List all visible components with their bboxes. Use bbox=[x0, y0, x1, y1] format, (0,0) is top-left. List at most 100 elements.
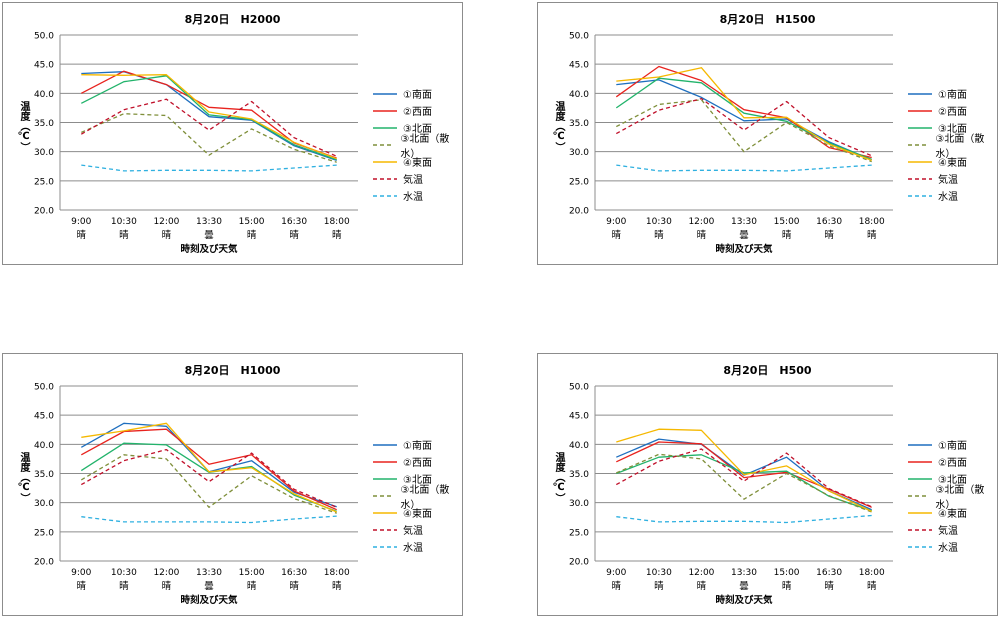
chart-panel-1: 8月20日 H1500 20.0 25.0 30.0 35.0 40.0 45.0 50.0 9… bbox=[537, 2, 998, 265]
y-tick-label: 45.0 bbox=[569, 412, 589, 422]
series-line-3 bbox=[81, 113, 337, 163]
x-tick-label: 10:30 bbox=[111, 568, 137, 578]
y-tick-label: 25.0 bbox=[34, 177, 54, 187]
y-tick-label: 40.0 bbox=[569, 90, 589, 100]
legend-label: ④東面 bbox=[938, 158, 967, 169]
chart-title: 8月20日 H2000 bbox=[184, 13, 281, 26]
y-tick-label: 35.0 bbox=[34, 119, 54, 129]
legend-item: 気温 bbox=[373, 521, 462, 538]
legend-item: ②西面 bbox=[373, 453, 462, 470]
series-line-4 bbox=[616, 67, 872, 162]
legend-item: ④東面 bbox=[373, 153, 462, 170]
x-tick-label: 12:00 bbox=[688, 217, 714, 227]
legend-swatch bbox=[373, 528, 397, 531]
legend-label: 気温 bbox=[403, 526, 423, 537]
legend-label: 気温 bbox=[938, 526, 958, 537]
y-tick-label: 30.0 bbox=[569, 148, 589, 158]
y-tick-label: 20.0 bbox=[569, 207, 589, 217]
weather-label: 晴 bbox=[332, 229, 342, 241]
chart-title: 8月20日 H1500 bbox=[719, 13, 816, 26]
y-tick-label: 45.0 bbox=[569, 61, 589, 71]
legend-label: ④東面 bbox=[403, 509, 432, 520]
y-tick-label: 25.0 bbox=[569, 177, 589, 187]
x-tick-label: 18:00 bbox=[859, 568, 885, 578]
x-tick-label: 12:00 bbox=[153, 568, 179, 578]
legend-item: 水温 bbox=[908, 538, 997, 555]
legend-swatch bbox=[908, 109, 932, 112]
series-line-0 bbox=[616, 79, 872, 161]
legend-swatch bbox=[908, 92, 932, 95]
legend-swatch bbox=[908, 126, 932, 129]
weather-label: 晴 bbox=[654, 229, 664, 241]
legend-item: ③北面 bbox=[373, 470, 462, 487]
y-axis-label: 温度（℃） bbox=[18, 101, 29, 152]
series-line-3 bbox=[615, 99, 872, 163]
x-tick-label: 15:00 bbox=[239, 568, 265, 578]
legend-label: ③北面（散水） bbox=[400, 133, 450, 160]
legend-swatch bbox=[908, 477, 932, 480]
legend-item: ③北面 bbox=[908, 470, 997, 487]
legend-swatch bbox=[908, 545, 932, 548]
legend-swatch bbox=[908, 143, 930, 146]
legend-label: ③北面（散水） bbox=[400, 484, 450, 511]
legend-label: ②西面 bbox=[938, 107, 967, 118]
legend: ①南面 ②西面 ③北面 ③北面（散水） ④東面 気温 水温 bbox=[373, 436, 462, 555]
legend-swatch bbox=[373, 194, 397, 197]
series-line-2 bbox=[615, 77, 872, 160]
weather-label: 曇 bbox=[204, 230, 214, 241]
x-tick-label: 10:30 bbox=[646, 217, 672, 227]
chart-svg: 20.0 25.0 30.0 35.0 40.0 45.0 50.0 9:00 晴 10:30 晴 1… bbox=[569, 32, 893, 255]
x-axis-label: 時刻及び天気 bbox=[180, 243, 238, 255]
legend-swatch bbox=[373, 126, 397, 129]
legend-label: ③北面（散水） bbox=[935, 133, 985, 160]
legend-item: ③北面 bbox=[908, 119, 997, 136]
weather-label: 晴 bbox=[162, 580, 172, 592]
series-line-0 bbox=[81, 71, 337, 162]
weather-label: 晴 bbox=[867, 229, 877, 241]
x-tick-label: 13:30 bbox=[731, 568, 757, 578]
weather-label: 曇 bbox=[739, 230, 749, 241]
weather-label: 曇 bbox=[739, 581, 749, 592]
x-tick-label: 13:30 bbox=[196, 217, 222, 227]
series-line-5 bbox=[615, 97, 872, 157]
legend-item: 水温 bbox=[908, 187, 997, 204]
x-tick-label: 18:00 bbox=[859, 217, 885, 227]
legend-swatch bbox=[373, 109, 397, 112]
weather-label: 晴 bbox=[824, 580, 834, 592]
y-tick-label: 40.0 bbox=[34, 441, 54, 451]
x-tick-label: 9:00 bbox=[71, 568, 91, 578]
series-line-2 bbox=[80, 442, 337, 513]
series-line-6 bbox=[616, 514, 872, 524]
series-line-6 bbox=[81, 164, 337, 172]
series-line-5 bbox=[80, 448, 337, 508]
x-tick-label: 9:00 bbox=[71, 217, 91, 227]
legend-swatch bbox=[373, 92, 397, 95]
weather-label: 晴 bbox=[782, 229, 792, 241]
legend-label: ③北面 bbox=[938, 124, 967, 135]
series-line-4 bbox=[81, 422, 337, 513]
weather-label: 晴 bbox=[697, 580, 707, 592]
legend-item: 水温 bbox=[373, 187, 462, 204]
x-tick-label: 13:30 bbox=[196, 568, 222, 578]
legend-item: 気温 bbox=[908, 521, 997, 538]
weather-label: 曇 bbox=[204, 581, 214, 592]
x-tick-label: 13:30 bbox=[731, 217, 757, 227]
legend-item: ③北面（散水） bbox=[373, 485, 462, 511]
x-tick-label: 10:30 bbox=[646, 568, 672, 578]
legend-item: ④東面 bbox=[908, 504, 997, 521]
weather-label: 晴 bbox=[697, 229, 707, 241]
weather-label: 晴 bbox=[332, 580, 342, 592]
legend-swatch bbox=[908, 177, 932, 180]
legend-swatch bbox=[373, 477, 397, 480]
x-tick-label: 12:00 bbox=[688, 568, 714, 578]
legend-item: ④東面 bbox=[908, 153, 997, 170]
series-line-0 bbox=[80, 422, 337, 508]
legend-item: ②西面 bbox=[908, 453, 997, 470]
legend-item: ③北面（散水） bbox=[908, 134, 997, 160]
legend-label: 水温 bbox=[938, 543, 958, 554]
legend-swatch bbox=[908, 460, 932, 463]
chart-svg: 20.0 25.0 30.0 35.0 40.0 45.0 50.0 9:00 晴 10:30 晴 1… bbox=[569, 383, 893, 606]
series-line-5 bbox=[80, 98, 337, 157]
weather-label: 晴 bbox=[247, 229, 257, 241]
legend: ①南面 ②西面 ③北面 ③北面（散水） ④東面 気温 水温 bbox=[373, 85, 462, 204]
